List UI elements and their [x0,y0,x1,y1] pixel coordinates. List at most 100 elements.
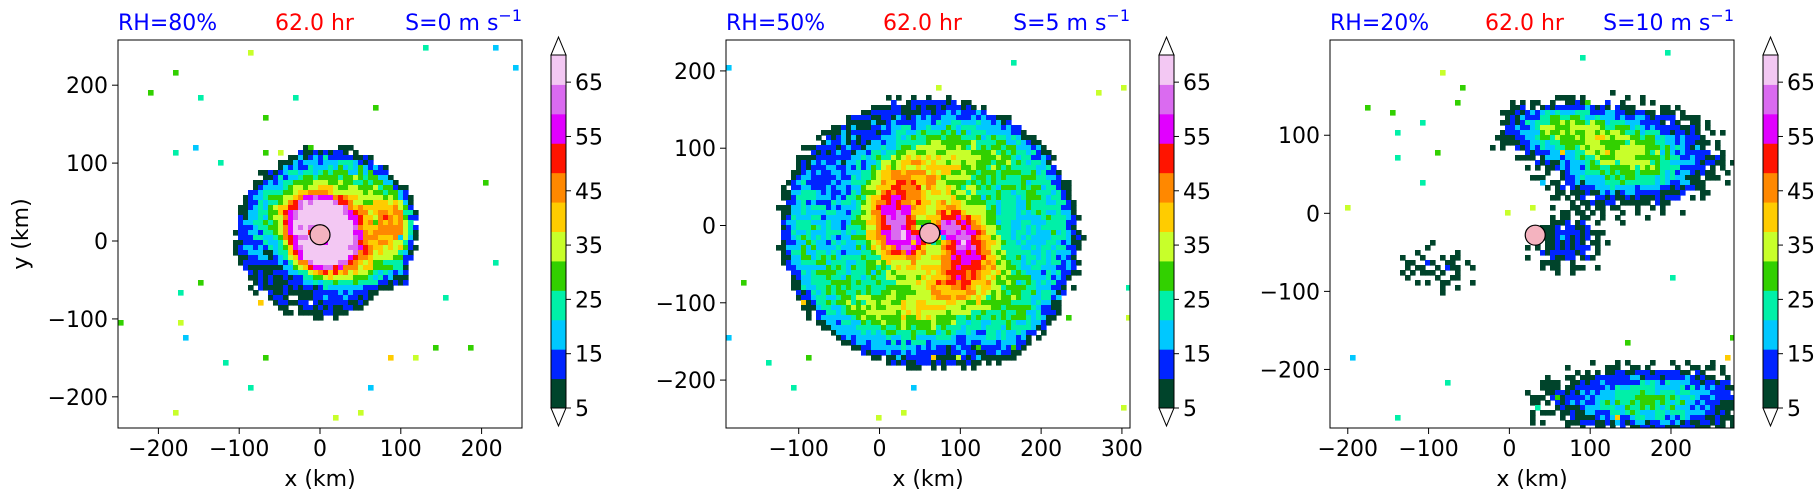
colorbar-bin [1763,260,1778,291]
colorbar-bin [1763,231,1778,262]
x-axis-label: x (km) [1496,467,1567,492]
colorbar-bin [1159,231,1174,262]
colorbar-bin [551,378,566,409]
colorbar-tick-label: 45 [1183,180,1211,205]
colorbar-bin [551,84,566,115]
colorbar-extend-max [550,35,567,56]
x-tick-label: 0 [873,437,887,462]
wind-speed-field [726,60,1130,421]
colorbar-bin [551,260,566,291]
x-tick-label: −200 [1318,437,1378,462]
colorbar-bin [551,231,566,262]
x-tick-label: −200 [128,437,188,462]
y-tick-label: 0 [702,214,716,239]
colorbar-bin [1763,290,1778,321]
x-tick-label: 300 [1101,437,1143,462]
colorbar-extend-max [1158,35,1175,56]
y-axis-label: y (km) [9,198,34,269]
colorbar-bin [1159,202,1174,232]
y-tick-label: 0 [1306,202,1320,227]
colorbar-bin [551,55,566,85]
colorbar-tick-label: 55 [1787,125,1815,150]
x-tick-label: 200 [1650,437,1692,462]
colorbar-bin [1763,172,1778,203]
colorbar-tick-label: 5 [1787,397,1801,422]
y-tick-label: 200 [66,74,108,99]
x-tick-label: 0 [1502,437,1516,462]
colorbar-extend-min [1158,407,1175,428]
x-tick-label: 100 [380,437,422,462]
y-tick-label: −100 [1260,280,1320,305]
x-tick-label: 100 [1569,437,1611,462]
colorbar-bin [1763,55,1778,85]
colorbar-tick-label: 45 [575,180,603,205]
colorbar-bin [551,143,566,174]
colorbar-bin [1159,113,1174,144]
colorbar-tick-label: 35 [1183,234,1211,259]
colorbar-tick-label: 5 [575,397,589,422]
colorbar-bin [1159,260,1174,291]
y-tick-label: −100 [48,308,108,333]
colorbar-tick-label: 25 [1787,288,1815,313]
y-tick-label: −200 [1260,358,1320,383]
x-tick-label: 200 [461,437,503,462]
colorbar-bin [1763,349,1778,380]
colorbar-frame [550,54,567,409]
title-rh: RH=20% [1330,11,1429,36]
colorbar-tick-label: 15 [1787,343,1815,368]
colorbar-extend-min [550,407,567,428]
colorbar-bin [1159,55,1174,85]
x-axis-label: x (km) [284,467,355,492]
axes-frame [1329,39,1735,429]
colorbar-tick-label: 35 [1787,234,1815,259]
y-tick-label: 100 [674,137,716,162]
colorbar-tick-label: 45 [1787,180,1815,205]
title-shear: S=10 m s−1 [1603,6,1734,36]
colorbar-bin [551,172,566,203]
title-time: 62.0 hr [1485,11,1565,36]
x-tick-label: 0 [313,437,327,462]
colorbar-bin [551,202,566,232]
title-rh: RH=80% [118,11,217,36]
storm-center-marker [309,224,331,246]
title-rh: RH=50% [726,11,825,36]
x-axis-label: x (km) [892,467,963,492]
title-shear: S=5 m s−1 [1013,6,1130,36]
colorbar-extend-max [1762,35,1779,56]
colorbar-bin [1763,319,1778,350]
x-tick-label: −100 [209,437,269,462]
colorbar-tick-label: 35 [575,234,603,259]
colorbar-bin [1763,378,1778,409]
colorbar-bin [1763,113,1778,144]
colorbar-tick-label: 5 [1183,397,1197,422]
y-tick-label: 0 [94,230,108,255]
wind-speed-field [118,45,519,421]
colorbar-bin [1763,84,1778,115]
axes-frame [725,39,1131,429]
y-tick-label: 100 [66,152,108,177]
storm-center-marker [919,222,941,244]
colorbar-bin [1763,202,1778,232]
colorbar: 5 15 25 35 45 55 65 [550,35,603,428]
y-tick-label: −100 [656,292,716,317]
colorbar-bin [1159,172,1174,203]
colorbar-bin [1763,143,1778,174]
wind-speed-field [1345,50,1734,428]
x-tick-label: 100 [939,437,981,462]
colorbar-frame [1158,54,1175,409]
colorbar-bin [1159,290,1174,321]
colorbar-bin [1159,378,1174,409]
colorbar-bin [551,113,566,144]
y-tick-label: 100 [1278,124,1320,149]
colorbar-bin [1159,319,1174,350]
colorbar: 5 15 25 35 45 55 65 [1158,35,1211,428]
title-shear: S=0 m s−1 [405,6,522,36]
colorbar-tick-label: 25 [1183,288,1211,313]
colorbar-tick-label: 65 [1183,71,1211,96]
colorbar-tick-label: 55 [575,125,603,150]
panel-1: −200 −100 0 100 200 −200 −100 0 100 200 x (km) y (k… [9,6,603,492]
x-tick-label: −100 [1398,437,1458,462]
colorbar-bin [551,290,566,321]
colorbar-tick-label: 15 [575,343,603,368]
